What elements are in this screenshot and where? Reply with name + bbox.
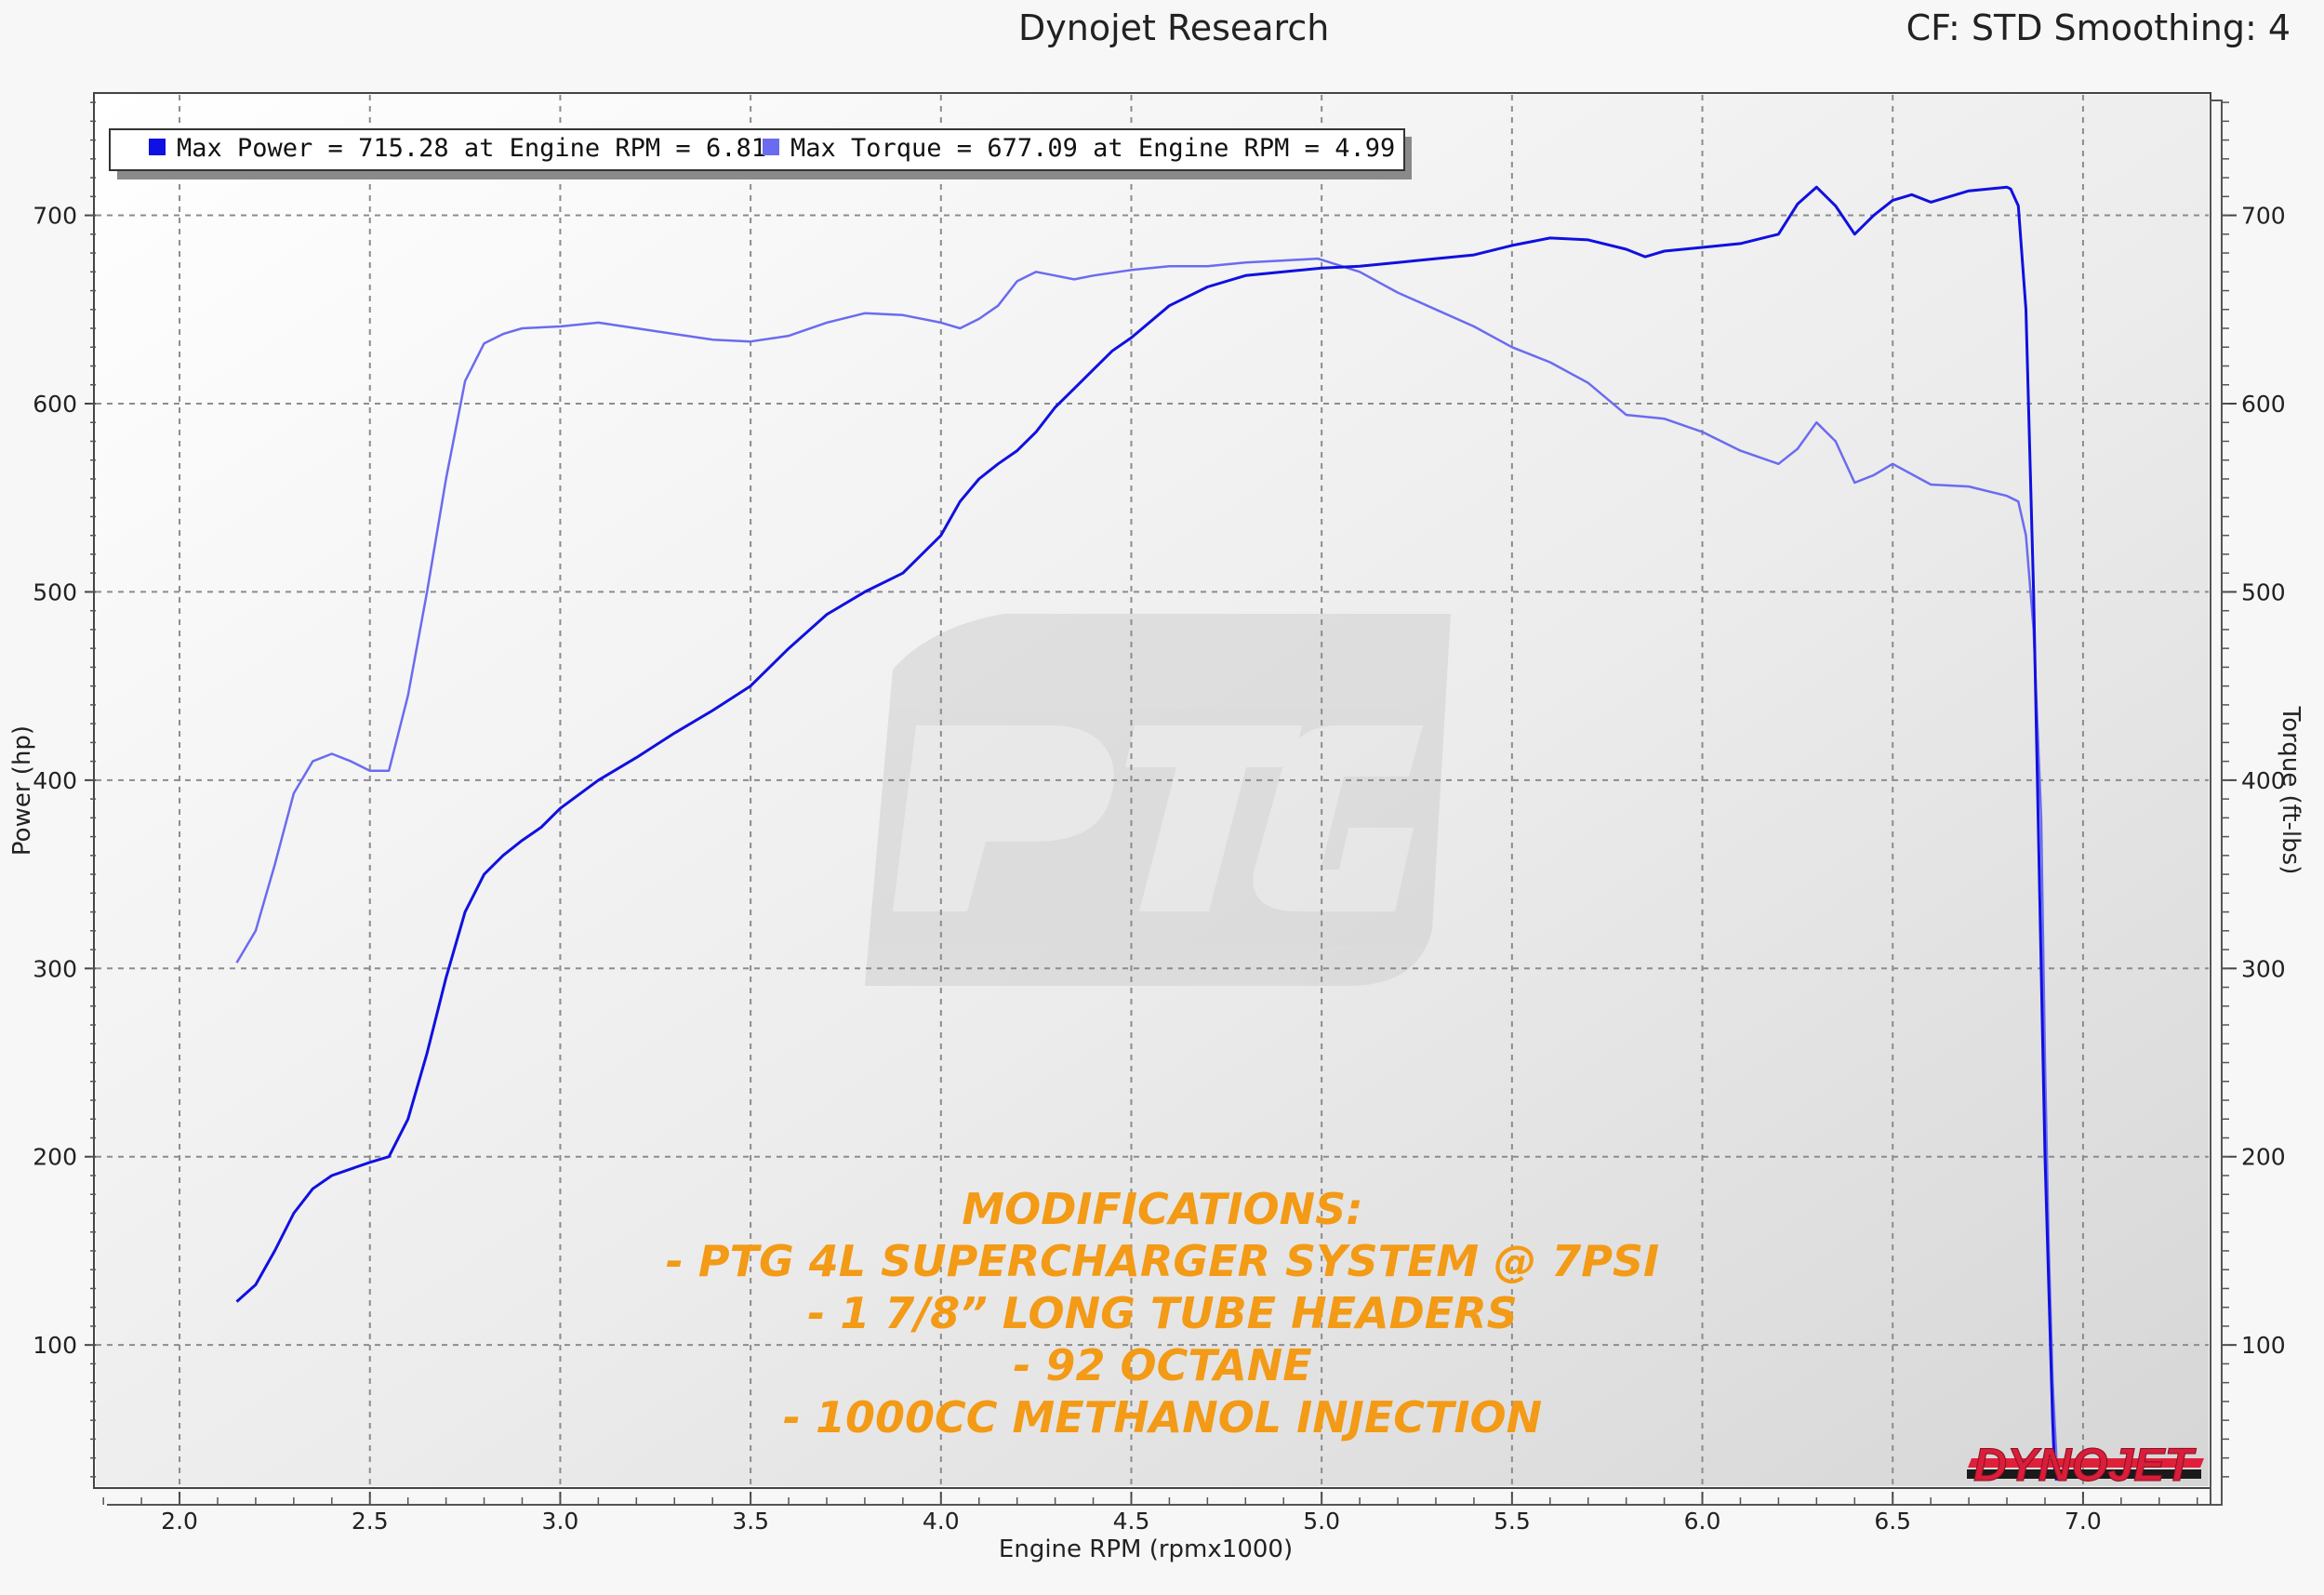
modifications-line: - 92 OCTANE bbox=[1013, 1340, 1311, 1390]
y-tick-label-left: 700 bbox=[33, 203, 77, 230]
y-tick-label-left: 400 bbox=[33, 767, 77, 794]
modifications-line: - PTG 4L SUPERCHARGER SYSTEM @ 7PSI bbox=[666, 1236, 1659, 1286]
y-axis-label-left: Power (hp) bbox=[8, 725, 36, 856]
modifications-line: - 1000CC METHANOL INJECTION bbox=[783, 1392, 1542, 1442]
x-tick-label: 6.5 bbox=[1874, 1508, 1911, 1535]
y-axis-label-right: Torque (ft-lbs) bbox=[2277, 706, 2304, 875]
x-tick-label: 2.0 bbox=[161, 1508, 198, 1535]
y-tick-label-right: 700 bbox=[2241, 203, 2286, 230]
modifications-line: - 1 7/8” LONG TUBE HEADERS bbox=[807, 1288, 1518, 1338]
y-tick-label-right: 400 bbox=[2241, 767, 2286, 794]
right-frame bbox=[2210, 100, 2223, 1506]
legend-torque-label: Max Torque = 677.09 at Engine RPM = 4.99 bbox=[790, 134, 1395, 163]
x-tick-label: 4.0 bbox=[923, 1508, 960, 1535]
y-tick-label-left: 300 bbox=[33, 955, 77, 982]
x-tick-label: 5.5 bbox=[1494, 1508, 1531, 1535]
y-tick-label-left: 100 bbox=[33, 1332, 77, 1359]
y-tick-label-right: 300 bbox=[2241, 955, 2286, 982]
y-tick-label-left: 500 bbox=[33, 578, 77, 605]
torque-curve bbox=[235, 257, 2058, 1458]
x-tick-label: 4.5 bbox=[1113, 1508, 1150, 1535]
x-tick-label: 3.5 bbox=[732, 1508, 769, 1535]
modifications-line: MODIFICATIONS: bbox=[962, 1184, 1362, 1234]
y-tick-label-right: 100 bbox=[2241, 1332, 2286, 1359]
power-curve bbox=[235, 185, 2058, 1482]
ptg-watermark-logo bbox=[865, 614, 1451, 986]
modifications-block: MODIFICATIONS: - PTG 4L SUPERCHARGER SYS… bbox=[666, 1184, 1659, 1442]
x-tick-label: 5.0 bbox=[1303, 1508, 1340, 1535]
legend: Max Power = 715.28 at Engine RPM = 6.81 … bbox=[109, 128, 1412, 179]
correction-factor-label: CF: STD Smoothing: 4 bbox=[1906, 7, 2291, 48]
x-tick-label: 6.0 bbox=[1684, 1508, 1721, 1535]
y-tick-label-right: 500 bbox=[2241, 578, 2286, 605]
legend-box bbox=[109, 128, 1405, 171]
x-axis-label: Engine RPM (rpmx1000) bbox=[999, 1535, 1293, 1563]
legend-power-label: Max Power = 715.28 at Engine RPM = 6.81 bbox=[177, 134, 766, 163]
legend-swatch-power bbox=[149, 139, 166, 155]
y-tick-label-left: 600 bbox=[33, 391, 77, 418]
legend-swatch-torque bbox=[763, 139, 779, 155]
x-tick-label: 3.0 bbox=[542, 1508, 579, 1535]
dynojet-logo-text: DYNOJET bbox=[1973, 1439, 2198, 1491]
x-tick-label: 2.5 bbox=[352, 1508, 389, 1535]
header-title: Dynojet Research bbox=[1018, 7, 1330, 48]
dynojet-logo: DYNOJET bbox=[1967, 1439, 2204, 1492]
y-tick-label-left: 200 bbox=[33, 1144, 77, 1171]
y-tick-label-right: 600 bbox=[2241, 391, 2286, 418]
y-tick-label-right: 200 bbox=[2241, 1144, 2286, 1171]
x-tick-label: 7.0 bbox=[2065, 1508, 2102, 1535]
